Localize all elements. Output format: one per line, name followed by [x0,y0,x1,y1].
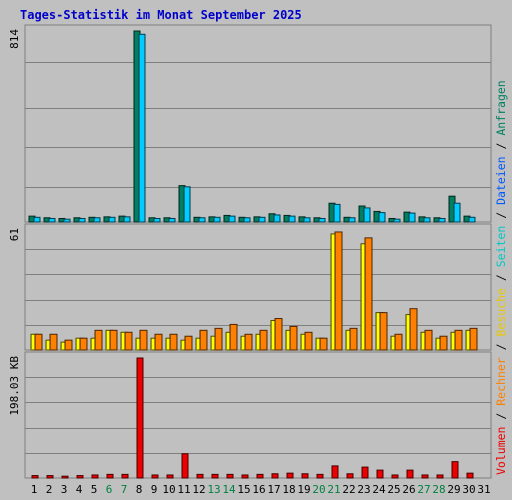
bar-rechner-day-9 [154,333,163,351]
chart-legend: Volumen / Rechner / Besuche / Seiten / D… [494,80,508,475]
x-tick-label-day-25: 25 [387,483,400,496]
panel-frame-top [24,24,492,223]
x-tick-label-day-3: 3 [61,483,68,496]
bar-rechner-day-30 [469,327,478,351]
x-tick-label-day-2: 2 [46,483,53,496]
x-tick-label-day-10: 10 [162,483,175,496]
bar-rechner-day-15 [244,333,253,351]
bar-rechner-day-1 [34,333,43,351]
x-tick-label-day-30: 30 [462,483,475,496]
x-tick-label-day-19: 19 [297,483,310,496]
bar-rechner-day-5 [94,329,103,351]
legend-separator: / [494,406,508,427]
legend-separator: / [494,136,508,157]
bar-rechner-day-22 [349,327,358,351]
bar-rechner-day-28 [439,335,448,351]
x-tick-label-day-20: 20 [312,483,325,496]
bar-rechner-day-13 [214,327,223,351]
legend-entry-seiten: Seiten [494,226,508,268]
x-tick-label-day-27: 27 [417,483,430,496]
bar-rechner-day-16 [259,329,268,351]
x-tick-label-day-6: 6 [106,483,113,496]
x-tick-label-day-13: 13 [207,483,220,496]
bar-rechner-day-26 [409,308,418,351]
bar-rechner-day-20 [319,337,328,351]
bar-volumen-day-3 [61,475,69,479]
bar-rechner-day-24 [379,312,388,351]
bar-rechner-day-10 [169,333,178,351]
x-tick-label-day-8: 8 [136,483,143,496]
x-tick-label-day-18: 18 [282,483,295,496]
legend-entry-rechner: Rechner [494,357,508,406]
x-tick-label-day-21: 21 [327,483,340,496]
x-tick-label-day-14: 14 [222,483,236,496]
x-tick-label-day-29: 29 [447,483,460,496]
x-tick-label-day-1: 1 [31,483,38,496]
bar-rechner-day-6 [109,329,118,351]
bar-rechner-day-21 [334,231,343,351]
legend-separator: / [494,205,508,226]
bar-rechner-day-12 [199,329,208,351]
y-max-label-bottom: 198.03 KB [8,356,21,416]
legend-separator: / [494,337,508,358]
legend-entry-volumen: Volumen [494,427,508,475]
x-tick-label-day-11: 11 [177,483,190,496]
bar-rechner-day-25 [394,333,403,351]
chart-title: Tages-Statistik im Monat September 2025 [20,8,302,22]
bar-rechner-day-7 [124,331,133,351]
bar-rechner-day-23 [364,237,373,351]
x-tick-label-day-15: 15 [237,483,250,496]
legend-entry-dateien: Dateien [494,156,508,204]
bar-rechner-day-14 [229,323,238,351]
x-tick-label-day-12: 12 [192,483,205,496]
bar-rechner-day-18 [289,325,298,351]
bar-rechner-day-3 [64,339,73,351]
y-max-label-top: 814 [8,29,21,49]
x-tick-label-day-5: 5 [91,483,98,496]
legend-entry-besuche: Besuche [494,288,508,337]
x-tick-label-day-4: 4 [76,483,83,496]
bar-rechner-day-11 [184,335,193,351]
bar-rechner-day-27 [424,329,433,351]
legend-separator: / [494,267,508,288]
x-tick-label-day-26: 26 [402,483,415,496]
x-tick-label-day-24: 24 [372,483,386,496]
x-tick-label-day-23: 23 [357,483,370,496]
x-tick-label-day-17: 17 [267,483,280,496]
y-max-label-middle: 61 [8,228,21,241]
x-tick-label-day-16: 16 [252,483,265,496]
bar-rechner-day-17 [274,318,283,351]
x-tick-label-day-28: 28 [432,483,445,496]
bar-rechner-day-2 [49,333,58,351]
x-tick-label-day-31: 31 [477,483,490,496]
panel-frame-bottom [24,351,492,479]
x-tick-label-day-7: 7 [121,483,128,496]
x-tick-label-day-22: 22 [342,483,355,496]
bar-rechner-day-29 [454,329,463,351]
legend-entry-anfragen: Anfragen [494,80,508,135]
x-tick-label-day-9: 9 [151,483,158,496]
bar-rechner-day-19 [304,331,313,351]
bar-rechner-day-8 [139,329,148,351]
bar-rechner-day-4 [79,337,88,351]
